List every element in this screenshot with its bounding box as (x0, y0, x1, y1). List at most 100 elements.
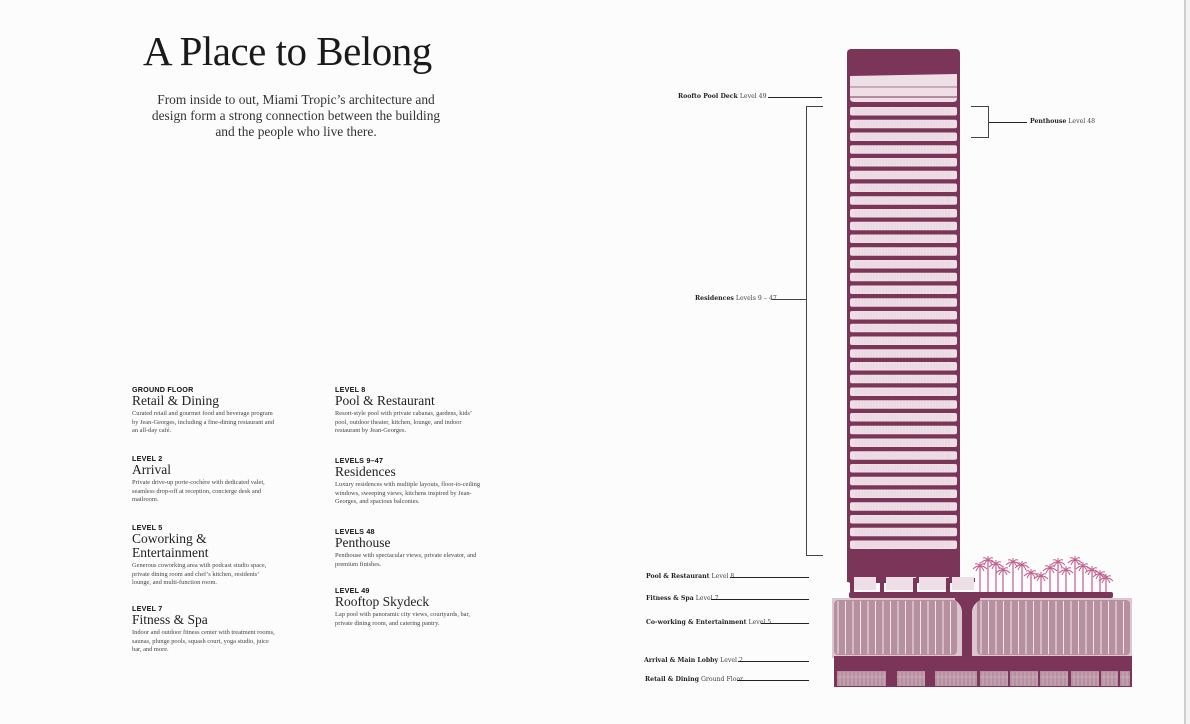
bracket-residences-top (806, 106, 823, 107)
pool-level-column (913, 578, 917, 592)
leader-coworking (761, 623, 809, 624)
tower-floor (850, 425, 957, 435)
floor-glass (850, 464, 957, 473)
callout-name: Penthouse (1030, 118, 1067, 125)
callout-coworking: Co-working & Entertainment Level 5 (646, 619, 771, 627)
tower-floor (850, 515, 957, 524)
palm-frond (1030, 572, 1036, 579)
storefront (980, 671, 1008, 686)
amenity-kicker: LEVEL 7 (132, 604, 163, 613)
palm-frond (1070, 559, 1076, 566)
callout-name: Residences (695, 295, 734, 302)
tower-floor (850, 298, 957, 307)
tower-floor (850, 234, 957, 243)
leader-rooftop (768, 97, 822, 98)
tower-floor (850, 476, 957, 486)
palm-frond (1002, 569, 1008, 576)
pool-level-column (880, 578, 884, 592)
palm-tree (1075, 562, 1091, 592)
storefront (1120, 671, 1130, 686)
palm-frond (1087, 569, 1093, 576)
amenity-description: Curated retail and gourmet food and beve… (132, 410, 275, 435)
pool-level-column (850, 578, 854, 592)
callout-arrival: Arrival & Main Lobby Level 2 (644, 657, 743, 665)
palm-frond (1065, 569, 1071, 576)
palm-frond (998, 569, 1004, 576)
floor-glass (850, 285, 957, 294)
amenity-description: Private drive-up porte-cochère with dedi… (132, 479, 265, 504)
storefront-glass (897, 671, 925, 686)
leader-pool (730, 577, 809, 578)
tower-floor (850, 145, 957, 154)
callout-name: Retail & Dining (645, 676, 699, 683)
tower-floor (850, 464, 957, 473)
palm-tree (1098, 574, 1114, 592)
amenity-rooftop-skydeck: LEVEL 49 Rooftop Skydeck Lap pool with p… (335, 586, 495, 628)
tower-floor (850, 527, 957, 537)
palm-tree (995, 566, 1011, 592)
palm-frond (1045, 567, 1051, 574)
floor-glass (850, 132, 957, 141)
palm-frond (1105, 577, 1111, 584)
palm-tree (1005, 558, 1021, 592)
palm-frond (1082, 565, 1088, 572)
callout-level: Ground Floor (700, 676, 744, 683)
callout-retail: Retail & Dining Ground Floor (645, 676, 743, 684)
tower-floor (850, 119, 957, 129)
floor-glass (850, 183, 957, 192)
floor-glass (850, 336, 957, 345)
tower-floor (850, 349, 957, 358)
floor-glass (850, 425, 957, 435)
palm-frond (1053, 561, 1059, 568)
amenity-description: Indoor and outdoor fitness center with t… (132, 629, 275, 654)
tower-floor (850, 221, 957, 231)
tower-floor (850, 540, 957, 549)
floor-glass (850, 476, 957, 486)
page-edge-fill (1186, 0, 1190, 724)
leader-arrival (738, 661, 809, 662)
floor-glass (850, 196, 957, 205)
amenity-heading: Arrival (132, 462, 171, 477)
amenity-kicker: LEVEL 2 (132, 454, 163, 463)
floor-glass (850, 387, 957, 396)
callout-name: Arrival & Main Lobby (644, 657, 719, 664)
floor-glass (850, 260, 957, 269)
floor-glass (850, 374, 957, 384)
storefront (1101, 671, 1118, 686)
tower-floor (850, 502, 957, 511)
callout-level: Level 2 (720, 657, 743, 664)
leader-penthouse (989, 122, 1027, 123)
storefront-glass (837, 671, 887, 686)
palm-tree (1058, 566, 1074, 592)
amenity-retail-dining: GROUND FLOOR Retail & Dining Curated ret… (132, 385, 282, 436)
palm-tree (1042, 564, 1058, 592)
amenity-kicker: LEVELS 9–47 (335, 456, 384, 465)
amenity-heading: Fitness & Spa (132, 612, 208, 627)
podium-top-slab (849, 592, 1113, 598)
bracket-residences (806, 106, 807, 556)
tower-floor (850, 170, 957, 180)
floor-glass (850, 349, 957, 358)
palm-tree (1050, 558, 1066, 592)
floor-glass (850, 489, 957, 498)
tower-floor (850, 132, 957, 141)
bracket-penthouse (988, 106, 989, 138)
storefront-glass (1120, 671, 1130, 686)
floor-glass (850, 413, 957, 422)
bracket-penthouse-bottom (971, 137, 989, 138)
callout-residences: Residences Levels 9 – 47 (695, 295, 777, 303)
callout-level: Level 48 (1068, 118, 1096, 125)
palm-frond (1057, 561, 1063, 568)
storefront (1071, 671, 1099, 686)
page-title: A Place to Belong (143, 28, 432, 74)
storefront (1010, 671, 1038, 686)
floor-glass (850, 323, 957, 333)
podium (832, 592, 1132, 687)
tower-floor (850, 311, 957, 320)
palm-tree (980, 556, 996, 592)
bracket-residences-bottom (806, 555, 823, 556)
floor-glass (850, 438, 957, 447)
tower-floor (850, 323, 957, 333)
podium-glass-right (977, 600, 1130, 655)
